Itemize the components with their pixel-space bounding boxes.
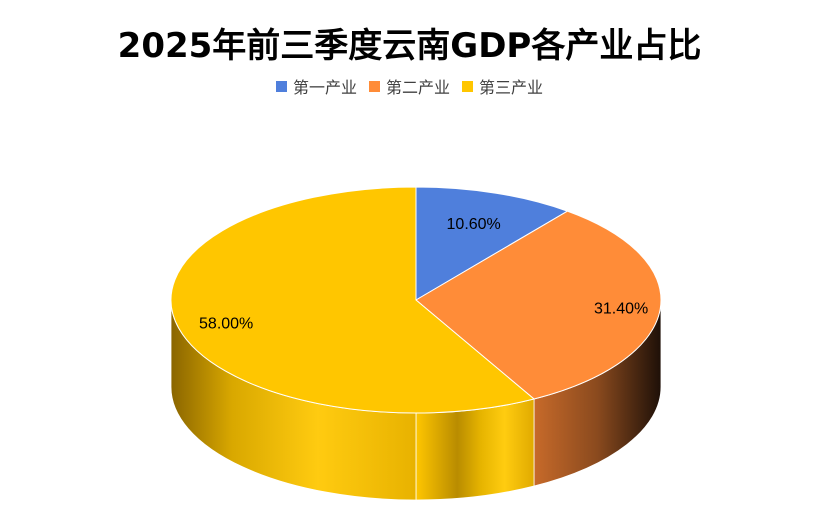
legend-swatch xyxy=(462,80,473,92)
legend: 第一产业 第二产业 第三产业 xyxy=(0,74,819,98)
data-label: 10.60% xyxy=(447,216,501,233)
legend-label: 第二产业 xyxy=(385,78,450,97)
legend-item-secondary: 第二产业 xyxy=(368,74,450,98)
legend-item-tertiary: 第三产业 xyxy=(462,74,543,98)
legend-item-primary: 第一产业 xyxy=(275,74,357,98)
pie-tops xyxy=(170,186,662,414)
data-label: 31.40% xyxy=(594,301,648,318)
pie-slice-0 xyxy=(415,186,569,301)
pie-sides xyxy=(170,299,662,501)
legend-label: 第一产业 xyxy=(292,78,357,97)
legend-swatch xyxy=(368,80,380,92)
legend-label: 第三产业 xyxy=(479,78,544,97)
pie-slice-2 xyxy=(170,186,536,414)
pie-side-2 xyxy=(415,398,535,501)
chart-title: 2025年前三季度云南GDP各产业占比 xyxy=(117,26,702,66)
pie-slice-1 xyxy=(415,210,662,400)
data-label: 58.00% xyxy=(199,315,253,332)
legend-swatch xyxy=(275,80,287,92)
